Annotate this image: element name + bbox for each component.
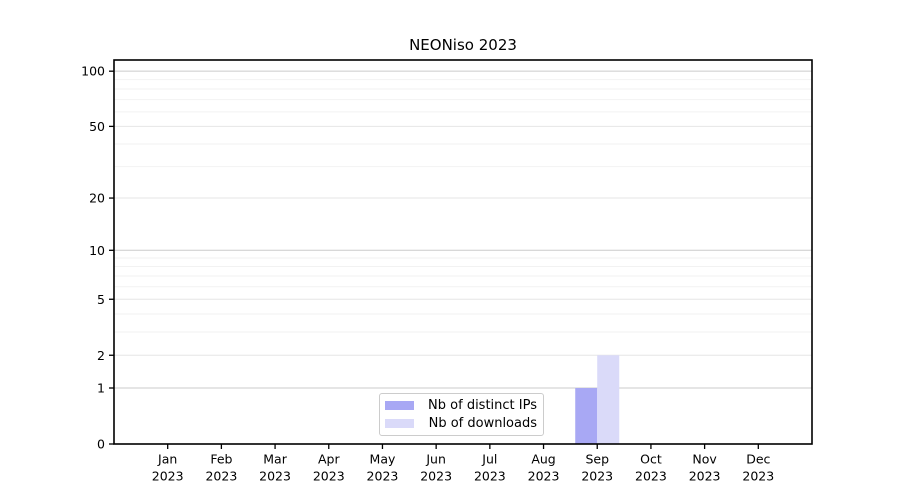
x-tick-label-month: Sep [585, 452, 609, 467]
x-tick-label-year: 2023 [152, 469, 184, 484]
x-tick-label-month: May [370, 452, 396, 467]
legend-label-downloads: Nb of downloads [428, 416, 537, 431]
legend-swatch-downloads [385, 419, 414, 428]
legend: Nb of distinct IPs Nb of downloads [379, 393, 544, 436]
axes-frame [113, 59, 813, 445]
x-tick-label-year: 2023 [259, 469, 291, 484]
x-tick-label-month: Mar [263, 452, 287, 467]
y-tick-label: 0 [97, 437, 105, 452]
y-tick-label: 20 [89, 191, 105, 206]
x-tick-label-year: 2023 [742, 469, 774, 484]
x-tick-label-year: 2023 [313, 469, 345, 484]
legend-swatch-distinct-ips [385, 401, 414, 410]
x-tick-label-year: 2023 [581, 469, 613, 484]
x-tick-label-year: 2023 [528, 469, 560, 484]
y-tick-label: 10 [89, 243, 105, 258]
x-tick-label-month: Jun [425, 452, 446, 467]
x-tick-label-month: Jan [157, 452, 177, 467]
y-tick-label: 100 [81, 64, 105, 79]
x-tick-label-year: 2023 [367, 469, 399, 484]
x-tick-label-month: Nov [692, 452, 717, 467]
x-tick-label-month: Dec [746, 452, 770, 467]
x-tick-label-year: 2023 [205, 469, 237, 484]
gridlines-decade [114, 70, 812, 389]
x-tick-labels: Jan 2023 Feb 2023 Mar 2023 Apr 2023 May 2023 Jun 20… [152, 452, 774, 484]
x-tick-label-year: 2023 [689, 469, 721, 484]
legend-row-downloads: Nb of downloads [385, 415, 537, 432]
x-tick-label-month: Aug [531, 452, 555, 467]
y-tick-labels: 0 1 2 5 10 20 50 100 [81, 64, 105, 452]
x-tick-label-year: 2023 [635, 469, 667, 484]
legend-row-distinct-ips: Nb of distinct IPs [385, 397, 537, 414]
x-tick-label-year: 2023 [474, 469, 506, 484]
x-tick-label-month: Apr [318, 452, 340, 467]
x-tick-label-year: 2023 [420, 469, 452, 484]
y-tick-label: 50 [89, 119, 105, 134]
gridlines-labeled [114, 125, 812, 356]
x-tick-label-month: Oct [640, 452, 662, 467]
x-tick-label-month: Feb [210, 452, 232, 467]
chart-title: NEONiso 2023 [409, 36, 517, 54]
x-tick-label-month: Jul [481, 452, 497, 467]
bars-group [575, 355, 620, 444]
y-tick-label: 1 [97, 381, 105, 396]
legend-label-distinct-ips: Nb of distinct IPs [428, 398, 537, 413]
axis-ticks [109, 70, 759, 449]
gridlines-minor [114, 79, 812, 333]
y-tick-label: 5 [97, 292, 105, 307]
y-tick-label: 2 [97, 348, 105, 363]
